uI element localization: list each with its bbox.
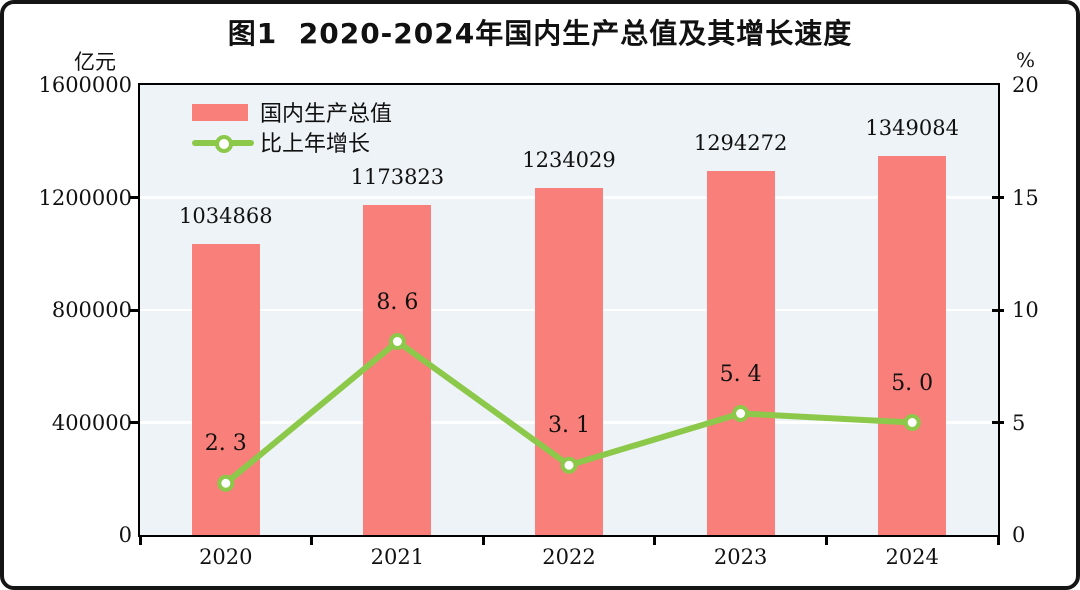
x-axis-tick-label: 2020 (199, 545, 253, 569)
legend-circle-marker (215, 134, 233, 153)
left-axis-tick-label: 800000 (51, 298, 132, 322)
gdp-bar-value-label: 1234029 (522, 147, 616, 172)
bar-swatch-icon (192, 103, 248, 121)
right-axis-tick-label: 5 (1012, 410, 1026, 435)
right-axis-tick-label: 10 (1012, 298, 1039, 322)
gdp-bar-value-label: 1294272 (693, 130, 788, 155)
left-axis-tick-label: 1600000 (38, 73, 132, 97)
legend-growth-label: 比上年增长 (260, 132, 371, 157)
right-axis-tick-label: 0 (1012, 523, 1026, 547)
gdp-bar (878, 155, 947, 535)
right-axis-tick-mark (992, 421, 1004, 424)
x-axis-tick-mark (996, 535, 1000, 545)
gdp-bar-value-label: 1349084 (865, 115, 959, 140)
x-axis-tick-mark (310, 535, 314, 545)
x-axis-tick-label: 2022 (542, 545, 596, 569)
x-axis-tick-mark (653, 535, 657, 545)
gdp-bar (363, 204, 432, 535)
x-axis-tick-label: 2021 (370, 545, 425, 569)
gdp-bar-value-label: 1034868 (179, 203, 273, 228)
growth-line (217, 333, 921, 492)
left-axis-tick-mark (130, 196, 140, 199)
growth-marker (388, 333, 406, 350)
left-axis-tick-mark (130, 421, 140, 424)
chart-title: 图1 2020-2024年国内生产总值及其增长速度 (227, 17, 853, 50)
left-axis-tick-label: 400000 (51, 410, 132, 435)
growth-value-label: 8. 6 (376, 289, 419, 315)
right-axis-tick-mark (992, 308, 1004, 312)
growth-value-label: 2. 3 (204, 431, 247, 457)
left-axis-unit-label: 亿元 (74, 50, 116, 74)
legend: 国内生产总值 比上年增长 (192, 97, 392, 157)
x-axis-tick-mark (824, 535, 828, 545)
right-axis-tick-label: 20 (1012, 73, 1039, 97)
legend-item-gdp: 国内生产总值 (192, 97, 392, 127)
gdp-bar-value-label: 1173823 (350, 164, 445, 189)
growth-value-label: 5. 4 (719, 361, 762, 387)
growth-marker (903, 414, 921, 431)
right-axis-tick-mark (992, 196, 1004, 199)
left-axis-tick-mark (130, 308, 140, 312)
gdp-bar (535, 187, 603, 535)
x-axis-tick-label: 2023 (713, 545, 768, 569)
growth-marker (732, 405, 750, 422)
gdp-bar (706, 171, 775, 535)
line-marker-icon (192, 134, 254, 153)
left-axis-tick-label: 0 (118, 523, 132, 547)
legend-gdp-label: 国内生产总值 (260, 102, 393, 127)
right-axis-unit-label: % (1016, 48, 1036, 72)
x-axis-tick-mark (481, 535, 485, 545)
legend-item-growth: 比上年增长 (192, 127, 392, 157)
growth-value-label: 5. 0 (891, 370, 934, 396)
left-axis-tick-label: 1200000 (38, 185, 132, 210)
growth-marker (560, 456, 578, 474)
x-axis-tick-mark (138, 535, 142, 545)
growth-value-label: 3. 1 (548, 413, 590, 439)
plot-area: 国内生产总值 比上年增长 1034868 1173823 1234029 129427… (140, 85, 998, 535)
growth-marker (217, 474, 235, 492)
x-axis-tick-label: 2024 (885, 545, 939, 569)
right-axis-tick-label: 15 (1012, 185, 1039, 210)
